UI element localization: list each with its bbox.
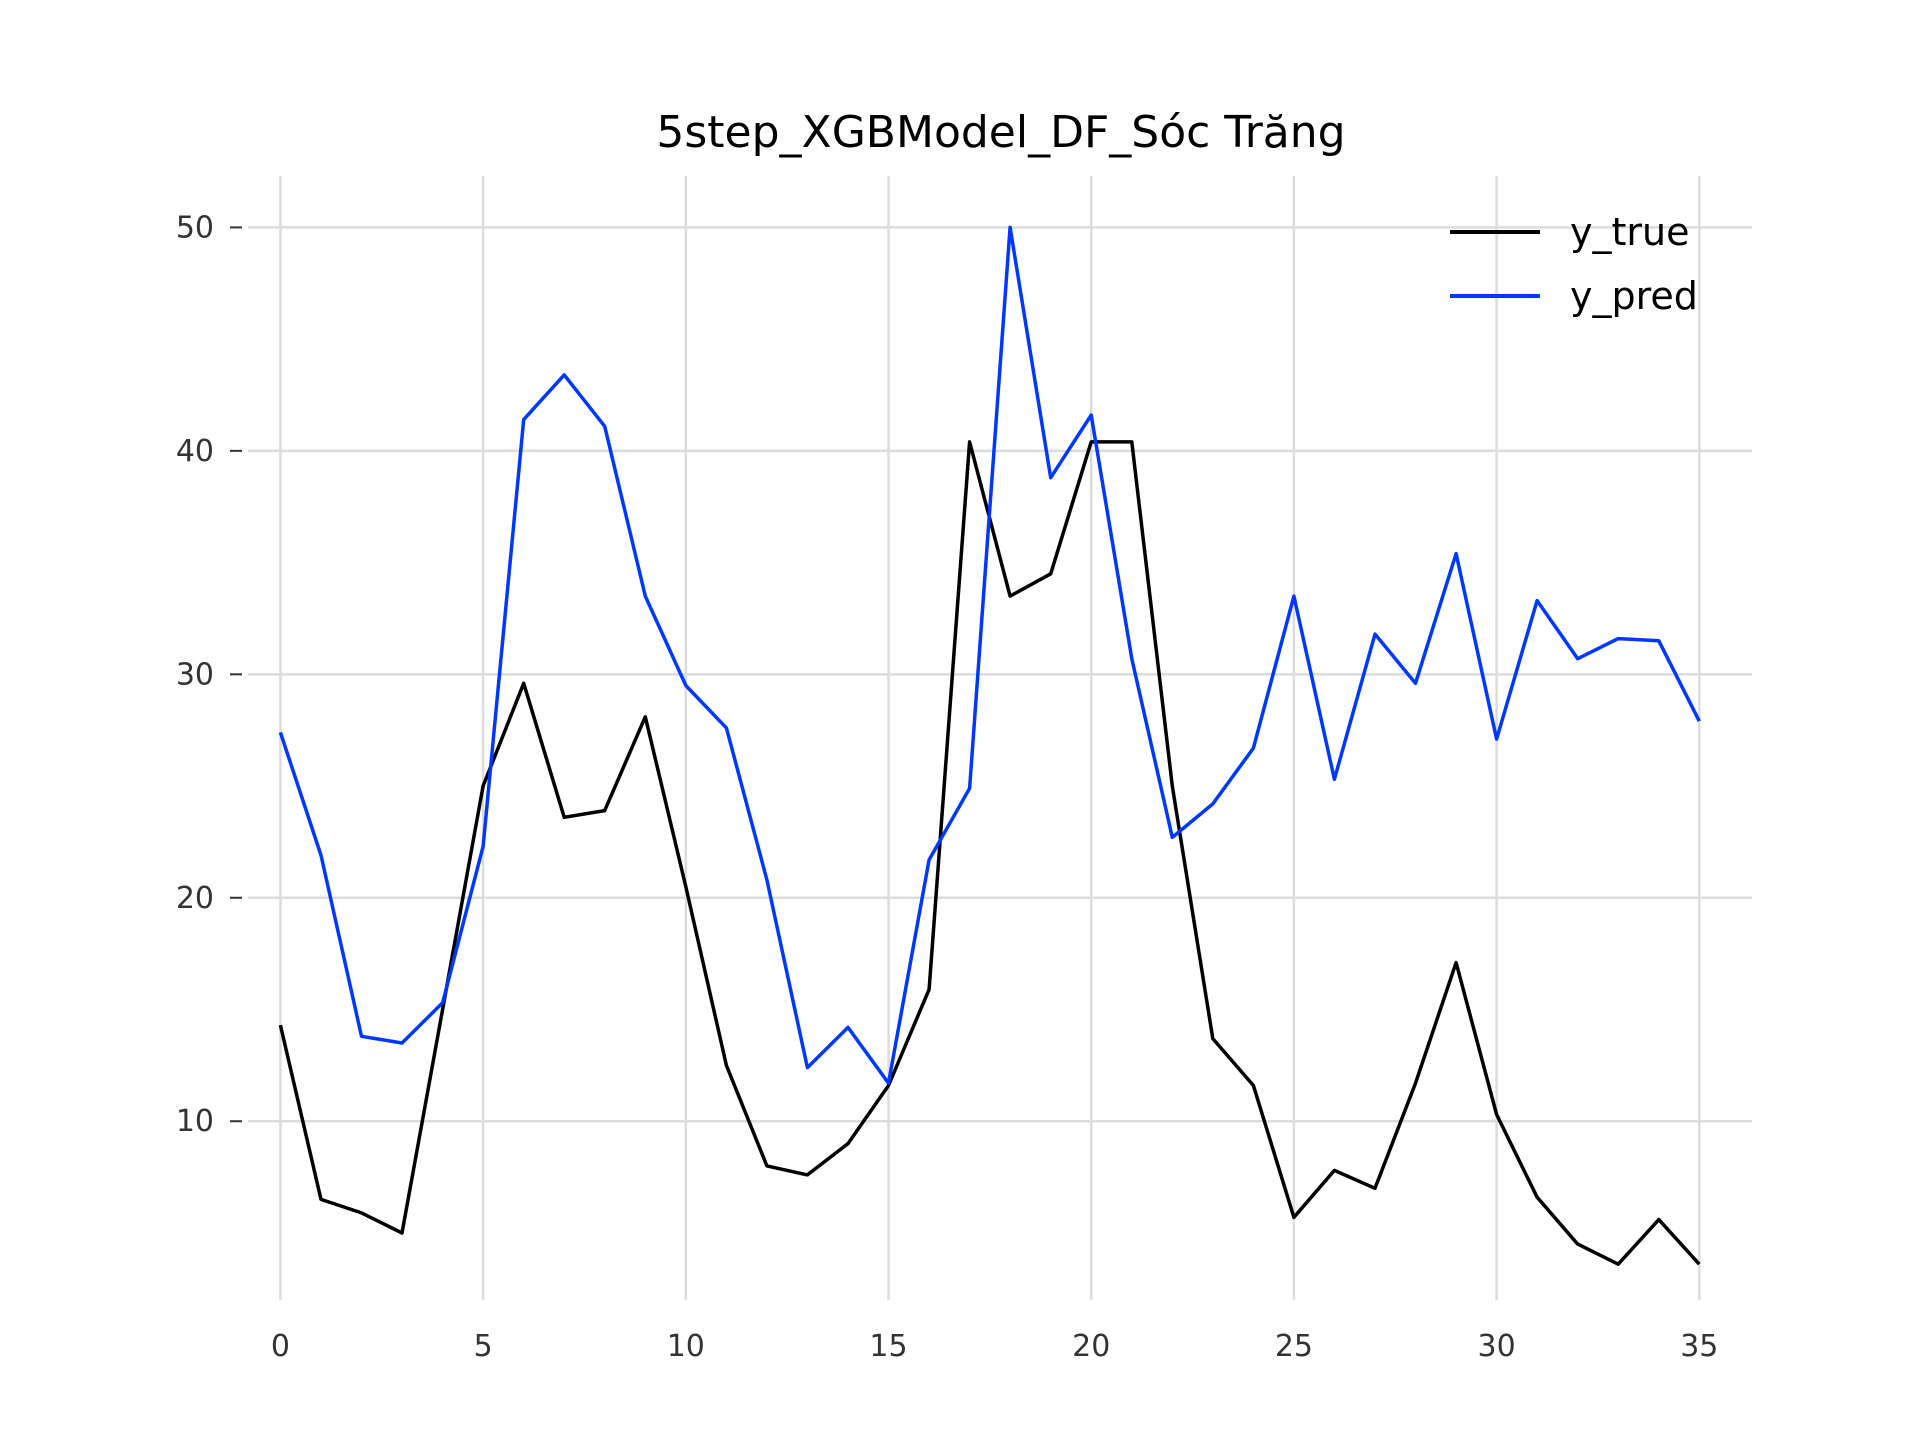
legend-label-y-true: y_true bbox=[1570, 210, 1689, 254]
y-tick-label: 50 bbox=[176, 210, 214, 245]
series-line-y-pred bbox=[278, 225, 1701, 1085]
y-tick-label: 20 bbox=[176, 881, 214, 916]
x-tick-label: 0 bbox=[271, 1329, 290, 1364]
y-tick-label: 30 bbox=[176, 657, 214, 692]
x-tick-label: 10 bbox=[667, 1329, 705, 1364]
axis-ticks: 0 5 10 15 20 25 30 35 10 20 30 40 50 bbox=[176, 210, 1719, 1364]
x-tick-label: 20 bbox=[1072, 1329, 1110, 1364]
x-tick-label: 25 bbox=[1275, 1329, 1313, 1364]
y-tick-label: 40 bbox=[176, 434, 214, 469]
series-lines bbox=[278, 225, 1701, 1266]
x-tick-label: 30 bbox=[1478, 1329, 1516, 1364]
x-tick-label: 35 bbox=[1680, 1329, 1718, 1364]
x-tick-label: 5 bbox=[474, 1329, 493, 1364]
series-line-y-true bbox=[278, 440, 1701, 1266]
chart-title: 5step_XGBModel_DF_Sóc Trăng bbox=[656, 107, 1345, 158]
legend: y_true y_pred bbox=[1450, 210, 1698, 318]
legend-label-y-pred: y_pred bbox=[1570, 274, 1698, 318]
y-tick-label: 10 bbox=[176, 1104, 214, 1139]
x-tick-label: 15 bbox=[869, 1329, 907, 1364]
